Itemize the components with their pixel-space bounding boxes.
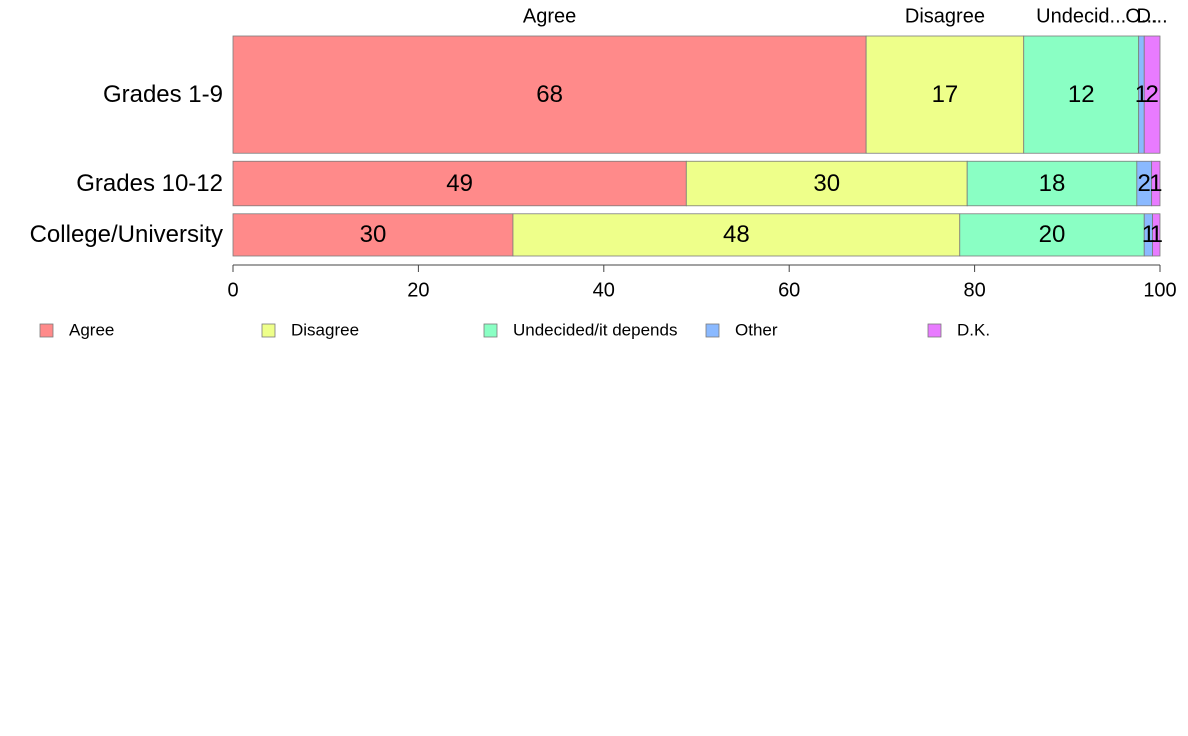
bar-agree-2 [232,213,514,257]
x-tick-label: 0 [227,279,238,301]
data-label: 1 [1135,81,1148,108]
data-label: 30 [813,170,840,197]
data-label: 17 [932,81,959,108]
segment-header-label: O... [1125,5,1157,27]
segment-header-label: Agree [523,5,576,27]
data-label: 18 [1039,170,1066,197]
legend-swatch [39,323,54,338]
bar-undecided-it-depends-0 [1023,35,1140,154]
bar-undecided-it-depends-1 [966,160,1138,207]
bar-d-k--0 [1143,35,1161,154]
data-label: 1 [1150,221,1163,248]
x-tick-label: 80 [963,279,985,301]
data-label: 68 [536,81,563,108]
category-label: Grades 1-9 [103,81,223,108]
data-label: 2 [1138,170,1151,197]
data-label: 12 [1068,81,1095,108]
bar-disagree-2 [512,213,961,257]
bar-disagree-0 [865,35,1025,154]
segment-header-label: Undecid... [1036,5,1126,27]
legend-label: D.K. [957,320,990,339]
category-label: Grades 10-12 [76,170,223,197]
x-tick-label: 60 [778,279,800,301]
x-tick-label: 40 [593,279,615,301]
bar-d-k--2 [1152,213,1161,257]
bar-disagree-1 [685,160,968,207]
segment-header-label: D... [1137,5,1168,27]
x-tick-label: 20 [407,279,429,301]
data-label: 49 [446,170,473,197]
legend-label: Undecided/it depends [513,320,677,339]
data-label: 30 [360,221,387,248]
bar-agree-0 [232,35,867,154]
legend-label: Agree [69,320,114,339]
category-label: College/University [30,221,223,248]
data-label: 48 [723,221,750,248]
x-tick-label: 100 [1143,279,1176,301]
legend-swatch [705,323,720,338]
data-label: 2 [1145,81,1158,108]
legend-swatch [483,323,498,338]
legend-label: Disagree [291,320,359,339]
legend-swatch [927,323,942,338]
segment-header-label: Disagree [905,5,985,27]
legend-label: Other [735,320,778,339]
legend-swatch [261,323,276,338]
bar-d-k--1 [1151,160,1161,207]
data-label: 1 [1142,221,1155,248]
data-label: 1 [1149,170,1162,197]
data-label: 20 [1039,221,1066,248]
bar-undecided-it-depends-2 [959,213,1145,257]
